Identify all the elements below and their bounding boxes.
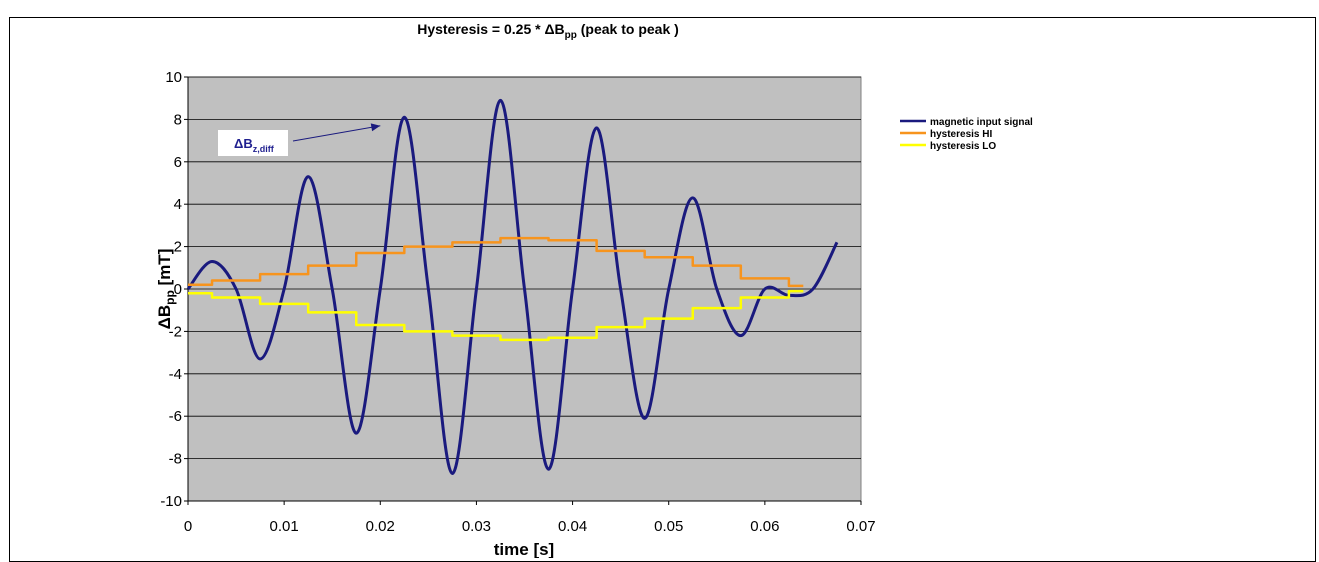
legend-label: hysteresis HI bbox=[930, 129, 992, 140]
x-tick-label: 0.02 bbox=[366, 518, 395, 535]
series-lines bbox=[186, 98, 839, 475]
y-tick-label: 0 bbox=[174, 281, 182, 298]
annotation-arrow bbox=[292, 125, 381, 142]
annotation-box bbox=[218, 130, 288, 156]
x-tick-label: 0.03 bbox=[462, 518, 491, 535]
annotation-arrowhead bbox=[370, 123, 381, 132]
legend-label: hysteresis LO bbox=[930, 141, 996, 152]
y-tick-label: -4 bbox=[169, 366, 182, 383]
gridlines bbox=[188, 76, 861, 502]
y-tick-label: -6 bbox=[169, 408, 182, 425]
chart-title: Hysteresis = 0.25 * ΔBpp (peak to peak ) bbox=[417, 21, 679, 41]
y-tick-label: -8 bbox=[169, 451, 182, 468]
y-tick-label: 2 bbox=[174, 239, 182, 256]
x-tick-label: 0 bbox=[184, 518, 192, 535]
y-tick-labels: -10 -8 -6 -4 -2 0 2 4 6 8 10 bbox=[160, 69, 182, 510]
x-tick-label: 0.05 bbox=[654, 518, 683, 535]
series-line-magnetic-input-signal bbox=[186, 98, 839, 475]
series-line-hysteresis-hi bbox=[188, 236, 804, 288]
legend-label: magnetic input signal bbox=[930, 117, 1033, 128]
y-tick-label: 10 bbox=[165, 69, 182, 86]
annotation-label: ΔBz,diff bbox=[234, 136, 275, 154]
annotation: ΔBz,diff bbox=[218, 123, 381, 156]
y-tick-label: -2 bbox=[169, 323, 182, 340]
y-tick-label: 4 bbox=[174, 196, 182, 213]
y-axis-title: ΔBpp [mT] bbox=[155, 249, 177, 330]
y-tick-label: 8 bbox=[174, 111, 182, 128]
x-tick-label: 0.04 bbox=[558, 518, 587, 535]
y-tick-label: -10 bbox=[160, 493, 182, 510]
series-line-hysteresis-lo bbox=[188, 289, 804, 342]
x-tick-label: 0.01 bbox=[270, 518, 299, 535]
x-axis-title: time [s] bbox=[494, 540, 554, 558]
x-tick-label: 0.07 bbox=[846, 518, 875, 535]
x-tick-label: 0.06 bbox=[750, 518, 779, 535]
y-tick-label: 6 bbox=[174, 154, 182, 171]
x-tick-labels: 0 0.01 0.02 0.03 0.04 0.05 0.06 0.07 bbox=[184, 518, 876, 535]
